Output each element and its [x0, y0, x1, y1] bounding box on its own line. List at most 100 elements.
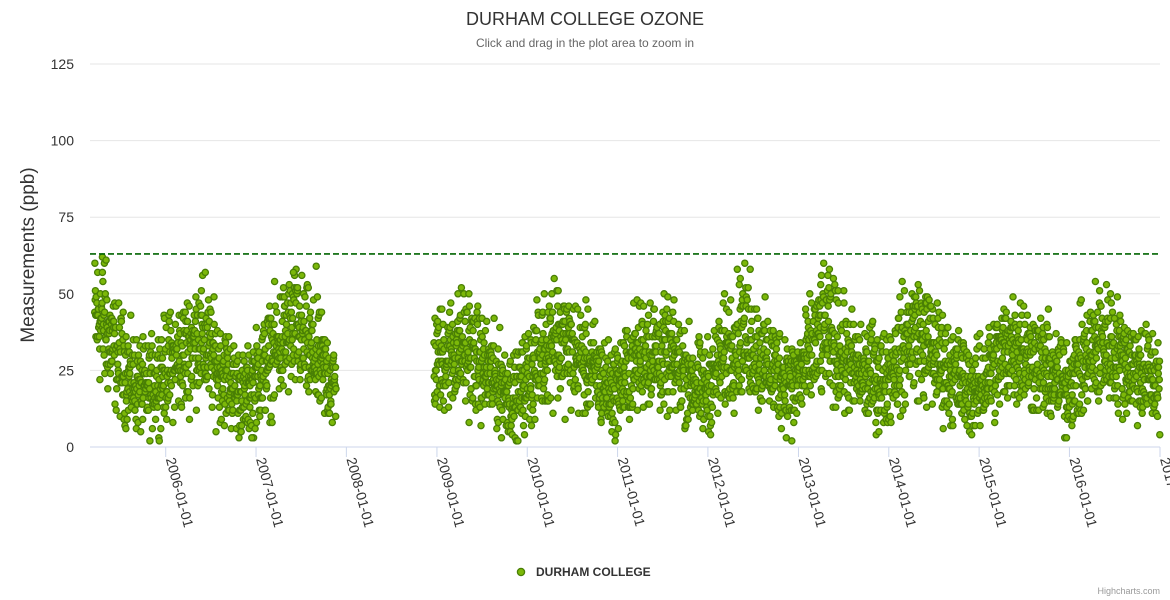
data-point[interactable] — [258, 394, 267, 402]
data-point[interactable] — [581, 409, 589, 418]
data-point[interactable] — [971, 354, 980, 362]
data-point[interactable] — [197, 286, 206, 295]
data-point[interactable] — [208, 391, 217, 399]
data-point[interactable] — [519, 406, 527, 414]
data-point[interactable] — [581, 320, 590, 329]
data-point[interactable] — [987, 369, 995, 378]
data-point[interactable] — [769, 326, 777, 335]
data-point[interactable] — [185, 394, 194, 402]
data-point[interactable] — [1118, 385, 1126, 393]
data-point[interactable] — [941, 329, 950, 338]
data-point[interactable] — [134, 351, 143, 359]
data-point[interactable] — [252, 323, 261, 332]
data-point-notable[interactable] — [1106, 290, 1115, 298]
data-point[interactable] — [971, 360, 980, 369]
data-point[interactable] — [203, 323, 212, 332]
data-point[interactable] — [161, 403, 170, 411]
data-point[interactable] — [920, 394, 928, 402]
data-point[interactable] — [444, 403, 453, 411]
data-point[interactable] — [684, 415, 692, 424]
data-point[interactable] — [951, 360, 960, 369]
data-point[interactable] — [825, 265, 834, 274]
data-point[interactable] — [1156, 430, 1164, 439]
data-point[interactable] — [556, 385, 565, 393]
data-point[interactable] — [658, 342, 666, 350]
data-point[interactable] — [144, 378, 153, 387]
data-point[interactable] — [449, 394, 457, 402]
data-point[interactable] — [568, 348, 577, 356]
data-point[interactable] — [944, 323, 952, 332]
data-point[interactable] — [493, 424, 501, 433]
data-point[interactable] — [271, 302, 280, 310]
data-point[interactable] — [773, 339, 781, 347]
data-point[interactable] — [805, 345, 814, 353]
data-point[interactable] — [455, 326, 464, 335]
data-point[interactable] — [754, 406, 763, 414]
data-point[interactable] — [438, 305, 446, 313]
data-point[interactable] — [817, 271, 826, 280]
data-point[interactable] — [741, 259, 749, 267]
data-point[interactable] — [171, 320, 180, 329]
data-point[interactable] — [473, 320, 482, 329]
data-point[interactable] — [811, 339, 820, 347]
data-point[interactable] — [780, 391, 789, 399]
data-point[interactable] — [699, 424, 707, 433]
data-point[interactable] — [99, 277, 107, 286]
data-point[interactable] — [675, 378, 683, 387]
data-point[interactable] — [816, 357, 825, 365]
data-point[interactable] — [478, 332, 486, 341]
data-point[interactable] — [720, 290, 729, 298]
data-point[interactable] — [230, 342, 238, 350]
data-point[interactable] — [1045, 332, 1054, 341]
data-point[interactable] — [207, 308, 215, 316]
data-point[interactable] — [181, 308, 190, 316]
data-point[interactable] — [1114, 409, 1123, 418]
data-point[interactable] — [754, 314, 762, 323]
data-point[interactable] — [864, 409, 873, 418]
data-point[interactable] — [924, 332, 932, 341]
data-point[interactable] — [469, 326, 477, 335]
data-point[interactable] — [1116, 311, 1124, 319]
data-point[interactable] — [825, 369, 833, 378]
data-point[interactable] — [625, 415, 634, 424]
data-point[interactable] — [875, 354, 883, 362]
data-point[interactable] — [719, 354, 728, 362]
data-point[interactable] — [737, 375, 746, 384]
data-point[interactable] — [736, 274, 745, 283]
data-point[interactable] — [225, 332, 233, 341]
data-point[interactable] — [823, 351, 831, 359]
data-point[interactable] — [220, 421, 229, 430]
data-point[interactable] — [165, 317, 173, 326]
data-point[interactable] — [842, 329, 851, 338]
data-point[interactable] — [689, 354, 697, 362]
data-point[interactable] — [620, 342, 629, 350]
data-point[interactable] — [317, 308, 326, 316]
data-point[interactable] — [1135, 345, 1143, 353]
data-point[interactable] — [325, 409, 334, 418]
legend-label[interactable]: DURHAM COLLEGE — [536, 565, 651, 579]
data-point[interactable] — [288, 314, 297, 323]
data-point[interactable] — [576, 311, 585, 319]
data-point[interactable] — [91, 259, 99, 267]
data-point[interactable] — [184, 388, 192, 396]
data-point[interactable] — [187, 372, 196, 381]
data-point[interactable] — [323, 339, 332, 347]
data-point[interactable] — [497, 434, 506, 442]
data-point[interactable] — [798, 400, 806, 408]
data-point-notable[interactable] — [816, 280, 825, 289]
data-point[interactable] — [160, 409, 168, 418]
data-point[interactable] — [881, 381, 889, 390]
data-point[interactable] — [642, 326, 650, 335]
data-point[interactable] — [529, 400, 537, 408]
data-point[interactable] — [735, 381, 743, 390]
data-point[interactable] — [212, 427, 220, 436]
data-point[interactable] — [807, 391, 816, 399]
data-point[interactable] — [458, 332, 467, 341]
data-point[interactable] — [569, 369, 577, 378]
data-point[interactable] — [317, 394, 326, 402]
data-point[interactable] — [192, 406, 201, 414]
data-point[interactable] — [1154, 394, 1162, 402]
data-point[interactable] — [463, 308, 471, 316]
data-point[interactable] — [638, 388, 647, 396]
data-point[interactable] — [730, 409, 738, 418]
